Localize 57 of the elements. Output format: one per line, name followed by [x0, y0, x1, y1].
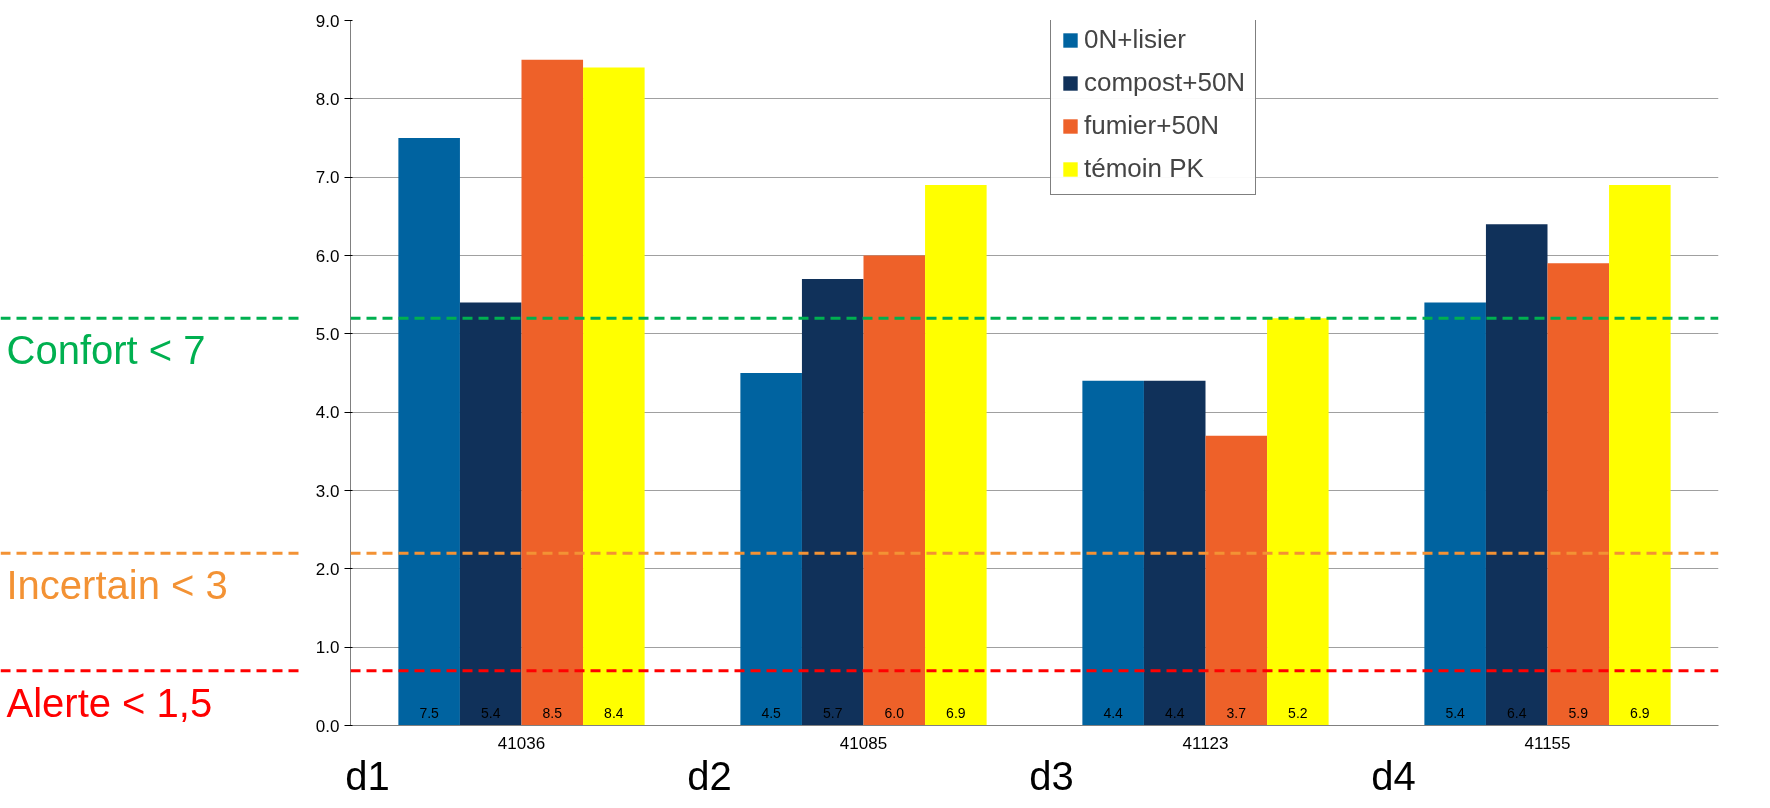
text: d3: [1029, 753, 1074, 798]
bar: [1485, 224, 1548, 726]
data-label: 3.7: [1226, 704, 1247, 721]
bar: [801, 279, 864, 726]
y-tick-label: 7.0: [315, 168, 340, 188]
bar: [863, 255, 926, 726]
data-label: 7.5: [419, 704, 440, 721]
bar: [583, 67, 645, 726]
text: d2: [687, 753, 732, 798]
data-label: 8.4: [604, 704, 624, 721]
x-tick-label: 41036: [497, 733, 546, 753]
bar: [1205, 435, 1268, 726]
x-tick-label: 41085: [839, 733, 888, 753]
y-tick-label: 4.0: [315, 403, 340, 423]
data-label: 4.4: [1164, 704, 1185, 721]
y-tick-label: 5.0: [315, 324, 340, 344]
x-tick-label: 41155: [1524, 733, 1571, 753]
data-label: 6.9: [946, 704, 966, 721]
bar: [925, 185, 987, 726]
bar: [459, 302, 522, 726]
y-tick-label: 6.0: [315, 246, 340, 266]
bar: [398, 138, 460, 726]
bar: [1547, 263, 1610, 726]
bar: [521, 59, 584, 726]
bar: [1424, 302, 1486, 726]
bar: [1267, 318, 1329, 726]
data-label: 5.4: [480, 704, 501, 721]
y-tick-label: 9.0: [315, 11, 340, 31]
bar: [1609, 185, 1671, 726]
bar: [1143, 380, 1206, 726]
data-label: 5.7: [822, 704, 843, 721]
y-tick-label: 3.0: [315, 481, 340, 501]
data-label: 6.0: [884, 704, 905, 721]
y-tick-label: 0.0: [315, 716, 340, 736]
text: d4: [1371, 753, 1416, 798]
legend-label: témoin PK: [1084, 153, 1204, 184]
data-label: 4.4: [1103, 704, 1124, 721]
data-label: 6.9: [1630, 704, 1650, 721]
y-tick-label: 1.0: [315, 638, 340, 658]
data-label: 5.9: [1568, 704, 1589, 721]
bar: [740, 373, 802, 726]
legend-label: fumier+50N: [1084, 110, 1220, 141]
data-label: 4.5: [761, 704, 782, 721]
legend-label: 0N+lisier: [1084, 24, 1186, 55]
data-label: 6.4: [1506, 704, 1527, 721]
x-tick-label: 41123: [1182, 733, 1229, 753]
text: d1: [345, 753, 390, 798]
y-tick-label: 2.0: [315, 559, 340, 579]
ref-line-label: Confort < 7: [6, 328, 206, 373]
legend-label: compost+50N: [1084, 67, 1246, 98]
ref-line-label: Incertain < 3: [6, 563, 228, 608]
y-tick-label: 8.0: [315, 89, 340, 109]
data-label: 5.4: [1445, 704, 1466, 721]
data-label: 8.5: [542, 704, 563, 721]
ref-line-label: Alerte < 1,5: [6, 680, 213, 725]
data-label: 5.2: [1288, 704, 1308, 721]
bar: [1082, 380, 1144, 726]
